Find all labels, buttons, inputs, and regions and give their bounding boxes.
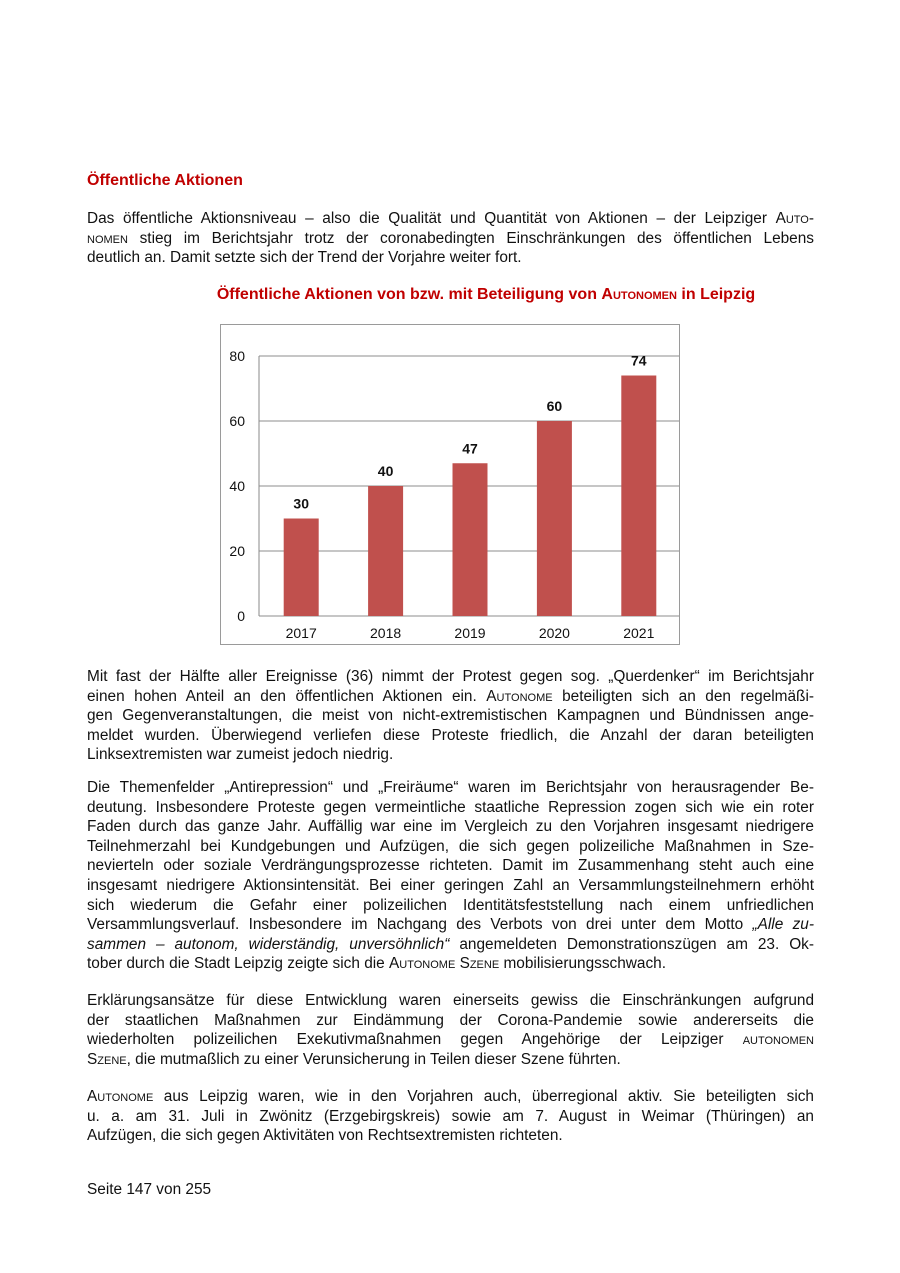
bar-2017 — [283, 518, 319, 616]
text-line: Das öffentliche Aktionsniveau – also die… — [87, 209, 814, 229]
italic-quote: sammen – autonom, widerständig, unversöh… — [87, 935, 450, 953]
italic-quote: „Alle zu- — [752, 916, 815, 934]
text-run: Faden durch das ganze Jahr. Auffällig wa… — [87, 818, 814, 836]
small-caps-term: Autonome — [486, 687, 553, 705]
paragraph-querdenker: Mit fast der Hälfte aller Ereignisse (36… — [87, 667, 814, 765]
text-line: wiederholten polizeilichen Exekutivmaßna… — [87, 1030, 814, 1050]
text-line: gen Gegenveranstaltungen, die meist von … — [87, 706, 814, 726]
text-run: einen hohen Anteil an den öffentlichen A… — [87, 687, 487, 705]
x-tick-label: 2019 — [454, 625, 485, 641]
bar-2020 — [536, 421, 572, 616]
data-label: 40 — [378, 463, 394, 479]
data-label: 60 — [547, 398, 563, 414]
small-caps-term: Autonomen — [601, 286, 677, 303]
text-line: insgesamt niedrigere Aktionsintensität. … — [87, 876, 814, 896]
paragraph-themenfelder: Die Themenfelder „Antirepression“ und „F… — [87, 778, 814, 974]
text-run: Aufzügen, die sich gegen Aktivitäten von… — [87, 1127, 563, 1145]
y-tick-label: 20 — [229, 543, 245, 559]
text-run: Teilnehmerzahl bei Kundgebungen und Aufz… — [87, 837, 814, 855]
text-line: einen hohen Anteil an den öffentlichen A… — [87, 687, 814, 707]
small-caps-term: nomen — [87, 229, 128, 247]
small-caps-term: Auto- — [775, 210, 814, 227]
x-tick-label: 2020 — [539, 625, 570, 641]
bar-chart: 0 20 40 60 80 30 2017 40 2018 47 2019 60 2020 74 2021 — [220, 324, 681, 645]
bar-2018 — [368, 486, 404, 616]
y-tick-label: 80 — [229, 348, 245, 364]
section-heading: Öffentliche Aktionen — [87, 172, 243, 189]
text-run: wiederholten polizeilichen Exekutivmaßna… — [87, 1031, 743, 1049]
text-line: meldet wurden. Überwiegend verliefen die… — [87, 726, 814, 746]
text-line: u. a. am 31. Juli in Zwönitz (Erzgebirgs… — [87, 1107, 814, 1127]
text-line: der staatlichen Maßnahmen zur Eindämmung… — [87, 1011, 814, 1031]
text-run: der staatlichen Maßnahmen zur Eindämmung… — [87, 1011, 814, 1029]
small-caps-term: autonomen — [742, 1031, 814, 1049]
y-tick-label: 0 — [237, 608, 245, 624]
text-line: Aufzügen, die sich gegen Aktivitäten von… — [87, 1126, 814, 1146]
text-run: meldet wurden. Überwiegend verliefen die… — [87, 726, 814, 744]
y-tick-label: 40 — [229, 478, 245, 494]
text-run: gen Gegenveranstaltungen, die meist von … — [87, 707, 814, 725]
text-run: deutung. Insbesondere Proteste gegen ver… — [87, 798, 814, 816]
text-line: Faden durch das ganze Jahr. Auffällig wa… — [87, 817, 814, 837]
text-line: Die Themenfelder „Antirepression“ und „F… — [87, 778, 814, 798]
text-run: Öffentliche Aktionen von bzw. mit Beteil… — [216, 286, 602, 303]
small-caps-term: Szene — [87, 1050, 127, 1068]
bar-2021 — [621, 375, 657, 616]
text-line: tober durch die Stadt Leipzig zeigte sic… — [87, 954, 814, 974]
text-line: nevierteln oder soziale Verdrängungsproz… — [87, 856, 814, 876]
text-run: Erklärungsansätze für diese Entwicklung … — [87, 992, 814, 1009]
y-tick-label: 60 — [229, 413, 245, 429]
paragraph-intro: Das öffentliche Aktionsniveau – also die… — [87, 209, 814, 268]
small-caps-term: Autonome — [87, 1088, 154, 1105]
small-caps-term: Autonome Szene — [389, 955, 500, 973]
text-line: Versammlungsverlauf. Insbesondere im Nac… — [87, 915, 814, 935]
x-tick-label: 2021 — [623, 625, 654, 641]
text-line: sammen – autonom, widerständig, unversöh… — [87, 935, 814, 955]
text-run: tober durch die Stadt Leipzig zeigte sic… — [87, 955, 390, 973]
text-line: Szene, die mutmaßlich zu einer Verunsich… — [87, 1050, 814, 1070]
text-line: Erklärungsansätze für diese Entwicklung … — [87, 991, 814, 1011]
text-line: deutlich an. Damit setzte sich der Trend… — [87, 248, 814, 268]
text-run: sich wiederum die Gefahr einer polizeili… — [87, 896, 814, 914]
text-run: Die Themenfelder „Antirepression“ und „F… — [87, 779, 814, 796]
text-line: deutung. Insbesondere Proteste gegen ver… — [87, 798, 814, 818]
text-line: nomen stieg im Berichtsjahr trotz der co… — [87, 229, 814, 249]
text-run: insgesamt niedrigere Aktionsintensität. … — [87, 876, 814, 894]
x-tick-label: 2017 — [286, 625, 317, 641]
text-run: stieg im Berichtsjahr trotz der coronabe… — [127, 229, 814, 247]
text-run: in Leipzig — [676, 286, 756, 303]
text-run: , die mutmaßlich zu einer Verunsicherung… — [126, 1050, 621, 1068]
text-run: Linksextremisten war zumeist jedoch nied… — [87, 746, 394, 764]
text-run: Das öffentliche Aktionsniveau – also die… — [87, 210, 776, 227]
chart-title: Öffentliche Aktionen von bzw. mit Beteil… — [0, 286, 900, 304]
text-run: mobilisierungsschwach. — [499, 955, 666, 973]
paragraph-ueberregional: Autonome aus Leipzig waren, wie in den V… — [87, 1087, 814, 1146]
paragraph-erklaerung: Erklärungsansätze für diese Entwicklung … — [87, 991, 814, 1069]
bar-2019 — [452, 463, 488, 616]
text-run: aus Leipzig waren, wie in den Vorjahren … — [153, 1088, 814, 1105]
text-line: Linksextremisten war zumeist jedoch nied… — [87, 745, 814, 765]
data-label: 30 — [293, 496, 309, 512]
page-number: Seite 147 von 255 — [87, 1181, 212, 1198]
text-run: Mit fast der Hälfte aller Ereignisse (36… — [87, 668, 814, 685]
data-label: 74 — [631, 353, 647, 369]
text-line: Mit fast der Hälfte aller Ereignisse (36… — [87, 667, 814, 687]
x-tick-label: 2018 — [370, 625, 401, 641]
text-line: Autonome aus Leipzig waren, wie in den V… — [87, 1087, 814, 1107]
text-run: Versammlungsverlauf. Insbesondere im Nac… — [87, 916, 753, 934]
data-label: 47 — [462, 440, 478, 456]
text-line: sich wiederum die Gefahr einer polizeili… — [87, 896, 814, 916]
text-run: deutlich an. Damit setzte sich der Trend… — [87, 249, 522, 267]
chart-svg: 0 20 40 60 80 30 2017 40 2018 47 2019 60 2020 74 2021 — [229, 348, 681, 641]
text-line: Teilnehmerzahl bei Kundgebungen und Aufz… — [87, 837, 814, 857]
text-run: nevierteln oder soziale Verdrängungsproz… — [87, 857, 814, 875]
text-run: beteiligten sich an den regelmäßi- — [552, 687, 815, 705]
text-run: u. a. am 31. Juli in Zwönitz (Erzgebirgs… — [87, 1107, 814, 1125]
text-run: angemeldeten Demonstrationszügen am 23. … — [449, 935, 815, 953]
